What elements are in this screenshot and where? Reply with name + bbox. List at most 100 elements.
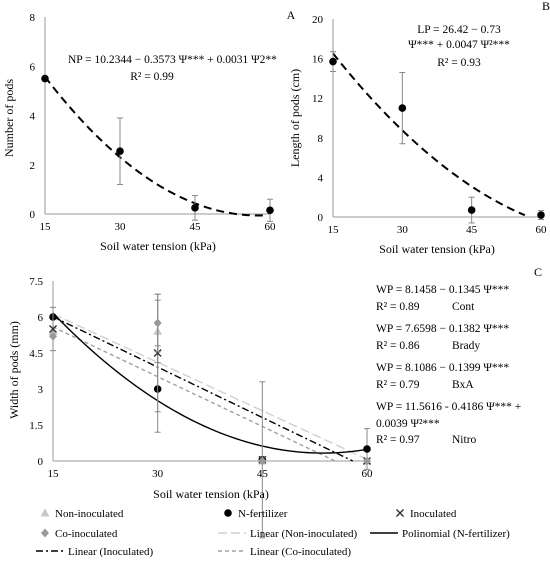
regression-equation-line-2: Ψ*** + 0.0047 Ψ²*** [408,39,510,51]
data-point [116,147,124,156]
y-tick-label: 1.5 [29,420,43,432]
legend-triangle-icon [40,508,50,517]
data-point [191,204,199,212]
x-axis-label: Soil water tension (kPa) [379,242,495,256]
regression-equation: WP = 11.5616 - 0.4186 Ψ*** + [376,401,521,413]
equation-treatment-label: Cont [452,301,475,313]
x-tick-label: 60 [265,221,277,233]
y-tick-label: 12 [312,93,323,105]
y-tick-label: 8 [318,133,324,145]
data-point-x-stroke-b [153,349,162,357]
y-axis-label: Length of pods (cm) [288,69,302,167]
y-tick-label: 2 [30,160,36,172]
legend-label: Inoculated [410,508,457,520]
fit-curve [44,76,266,217]
legend-label: N-fertilizer [238,508,288,520]
legend-diamond-icon [41,528,49,538]
legend-item: Non-inoculated [40,508,124,520]
y-tick-label: 0 [318,212,324,224]
panel-b-chart: 15 30 45 60 0 4 8 12 16 20 Length of pods (cm) Soil… [288,0,550,256]
legend-label: Linear (Co-inoculated) [250,546,351,558]
r-squared: R² = 0.99 [130,71,174,83]
trend-line-1 [52,316,354,462]
regression-equation-line-1: LP = 26.42 − 0.73 [417,24,501,36]
y-tick-label: 4.5 [29,348,43,360]
trend-line-2 [52,326,336,462]
legend-item: Co-inoculated [41,528,118,540]
r-squared: R² = 0.86 [376,340,420,352]
legend-label: Co-inoculated [55,528,118,540]
legend-x-icon-stroke-b [396,509,404,517]
data-point-diamond [49,331,57,341]
x-tick-label: 15 [40,221,52,233]
data-point [266,206,274,215]
y-tick-label: 16 [312,54,324,66]
legend-item: Inoculated [396,508,457,520]
panel-label: B [542,0,550,13]
data-point-circle [363,445,371,453]
data-point [537,211,545,219]
data-point-diamond [363,456,371,466]
y-tick-label: 7.5 [29,276,43,288]
legend-item: Linear (Inoculated) [36,546,154,558]
y-tick-label: 3 [38,384,44,396]
legend-item: Linear (Co-inoculated) [218,546,351,558]
x-axis-label: Soil water tension (kPa) [153,487,269,501]
regression-equation: WP = 8.1086 − 0.1399 Ψ*** [376,362,509,374]
data-point [398,104,407,112]
x-tick-label: 15 [48,468,60,480]
regression-equation: 0.0039 Ψ²*** [376,418,440,430]
y-tick-label: 6 [30,61,36,73]
y-axis-label: Width of pods (mm) [7,321,21,419]
data-point-diamond [258,456,267,466]
x-tick-label: 60 [536,224,548,236]
equation-treatment-label: BxA [452,379,474,391]
x-tick-label: 60 [362,468,374,480]
y-tick-label: 0 [30,209,36,221]
legend-label: Non-inoculated [55,508,124,520]
x-tick-label: 30 [152,468,164,480]
legend: Non-inoculated N-fertilizer Inoculated Co-i… [36,508,510,558]
equation-treatment-label: Nitro [452,434,477,446]
y-tick-label: 6 [38,312,44,324]
regression-equation: WP = 8.1458 − 0.1345 Ψ*** [376,284,509,296]
y-tick-label: 20 [312,14,324,26]
y-tick-label: 0 [38,456,44,468]
equation-treatment-label: Brady [452,340,480,352]
legend-label: Polinomial (N-fertilizer) [402,528,510,540]
x-tick-label: 30 [115,221,127,233]
data-point-x [49,325,57,333]
legend-x-icon [396,509,404,517]
x-tick-label: 45 [466,224,478,236]
panel-label: C [534,265,542,279]
data-point [41,74,49,83]
x-tick-label: 30 [397,224,409,236]
panel-a-chart: 15 30 45 60 0 2 4 6 8 Number of pods Soil water te… [2,8,296,253]
legend-circle-icon [224,509,232,517]
data-point-x [153,349,162,357]
legend-label: Linear (Inoculated) [68,546,154,558]
panel-label: A [287,8,296,22]
y-tick-label: 4 [318,172,324,184]
data-point-diamond [153,318,162,328]
trend-line-0 [52,313,372,462]
y-axis-label: Number of pods [2,79,16,157]
r-squared: R² = 0.89 [376,301,420,313]
x-axis-label: Soil water tension (kPa) [100,239,216,253]
data-point [467,206,476,214]
regression-equation: WP = 7.6598 − 0.1382 Ψ*** [376,323,509,335]
legend-item: N-fertilizer [224,508,288,520]
fit-curve [332,52,526,217]
r-squared: R² = 0.93 [437,57,481,69]
legend-item: Polinomial (N-fertilizer) [370,528,510,540]
legend-item: Linear (Non-inoculated) [218,528,358,540]
y-tick-label: 8 [30,12,36,24]
legend-label: Linear (Non-inoculated) [250,528,358,540]
x-tick-label: 15 [328,224,340,236]
data-point [329,57,337,66]
data-point-x-stroke-b [49,325,57,333]
regression-equation: NP = 10.2344 − 0.3573 Ψ*** + 0.0031 Ψ2** [68,54,277,66]
trend-line-3 [52,312,368,454]
